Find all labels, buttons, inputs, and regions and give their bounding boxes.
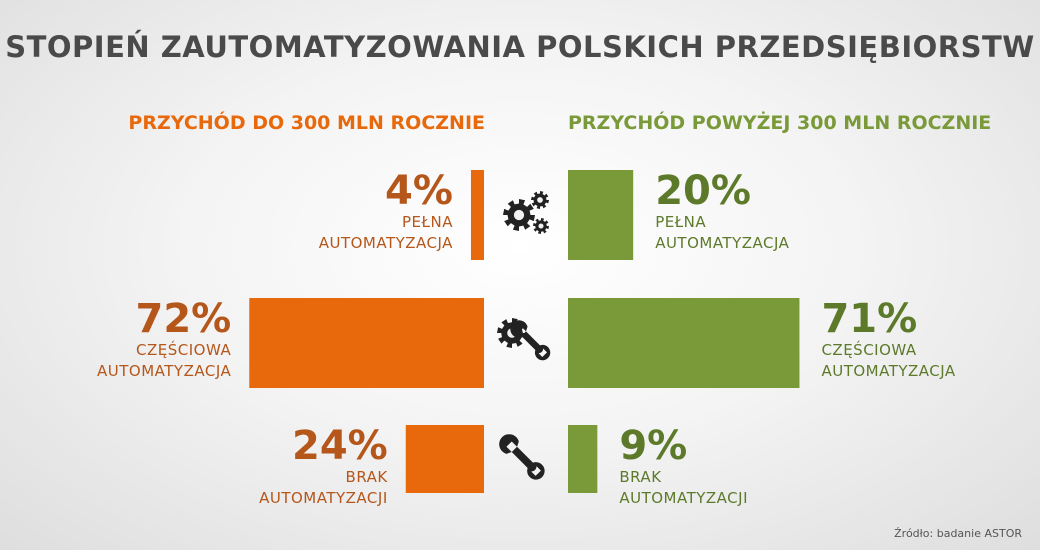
category-label-right-1-a: PEŁNA: [655, 213, 706, 231]
category-label-right-3-b: AUTOMATYZACJI: [619, 489, 748, 507]
category-label-right-1-b: AUTOMATYZACJA: [655, 234, 789, 252]
value-left-1: 4%: [385, 168, 453, 214]
category-label-right-2-a: CZĘŚCIOWA: [821, 340, 916, 359]
category-label-right-3-a: BRAK: [619, 468, 662, 486]
source-note: Źródło: badanie ASTOR: [894, 527, 1022, 540]
bar-right-1: [568, 170, 634, 260]
gears-icon: [503, 199, 535, 231]
category-label-left-3-a: BRAK: [346, 468, 389, 486]
value-right-1: 20%: [655, 168, 751, 214]
bar-left-2: [249, 298, 484, 388]
bar-right-2: [568, 298, 800, 388]
value-left-3: 24%: [292, 423, 388, 469]
bar-left-3: [405, 425, 484, 493]
wrench-icon: [499, 434, 545, 480]
category-label-right-2-b: AUTOMATYZACJA: [821, 362, 955, 380]
value-right-3: 9%: [619, 423, 687, 469]
bar-right-3: [568, 425, 598, 493]
category-label-left-1-a: PEŁNA: [402, 213, 453, 231]
category-label-left-3-b: AUTOMATYZACJI: [259, 489, 388, 507]
gear-wrench-icon-wrench: [510, 320, 551, 361]
gears-icon-small-top: [531, 191, 549, 209]
bar-left-1: [470, 170, 484, 260]
category-label-left-2-a: CZĘŚCIOWA: [136, 340, 231, 359]
category-label-left-2-b: AUTOMATYZACJA: [97, 362, 231, 380]
gears-icon-small-bottom: [533, 218, 549, 234]
value-left-2: 72%: [136, 296, 232, 342]
value-right-2: 71%: [821, 296, 917, 342]
category-label-left-1-b: AUTOMATYZACJA: [319, 234, 453, 252]
series-heading-left: PRZYCHÓD DO 300 MLN ROCZNIE: [128, 112, 485, 134]
chart-title: STOPIEŃ ZAUTOMATYZOWANIA POLSKICH PRZEDS…: [5, 30, 1035, 64]
series-heading-right: PRZYCHÓD POWYŻEJ 300 MLN ROCZNIE: [568, 112, 992, 134]
